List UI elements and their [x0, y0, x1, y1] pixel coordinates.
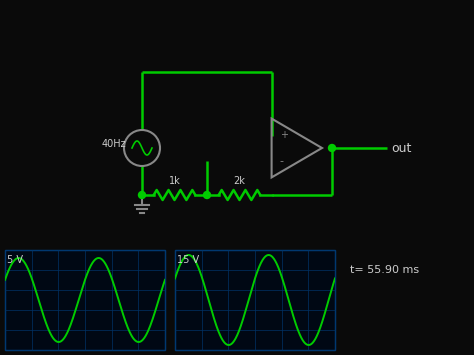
Text: 15 V: 15 V: [177, 255, 199, 265]
FancyBboxPatch shape: [5, 250, 165, 350]
Text: +: +: [280, 130, 288, 140]
Text: -: -: [280, 156, 283, 166]
Text: out: out: [391, 142, 411, 154]
Circle shape: [328, 144, 336, 152]
Text: 40Hz: 40Hz: [102, 139, 127, 149]
Circle shape: [138, 191, 146, 198]
Text: 2k: 2k: [234, 176, 246, 186]
Text: t= 55.90 ms: t= 55.90 ms: [350, 265, 419, 275]
FancyBboxPatch shape: [175, 250, 335, 350]
Text: 1k: 1k: [169, 176, 181, 186]
Circle shape: [203, 191, 210, 198]
Text: 5 V: 5 V: [7, 255, 23, 265]
